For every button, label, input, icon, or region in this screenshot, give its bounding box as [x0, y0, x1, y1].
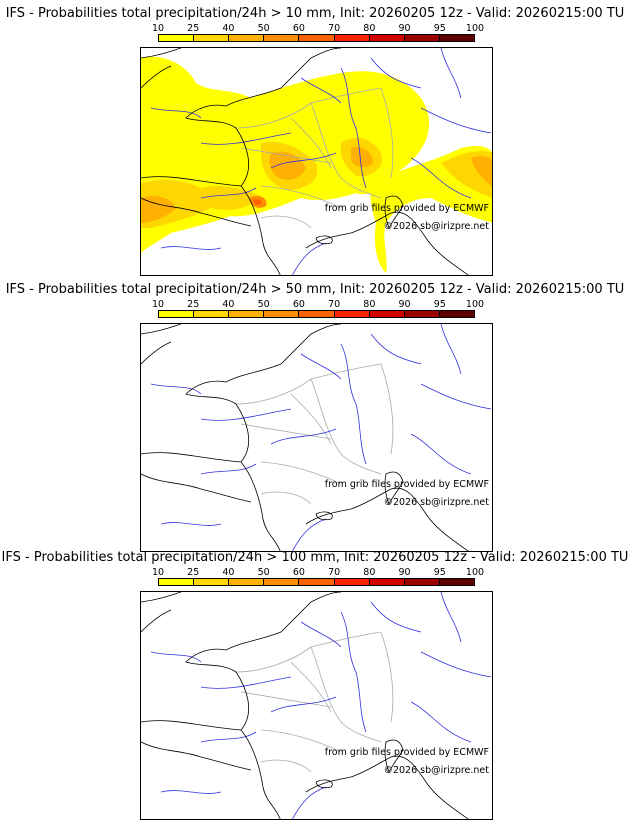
colorbar-segment: [334, 35, 370, 41]
rivers: [150, 592, 492, 819]
colorbar-segment: [404, 35, 440, 41]
coastline: [141, 324, 469, 551]
colorbar-segment: [159, 579, 195, 585]
map-panel-100mm: IFS - Probabilities total precipitation/…: [0, 550, 630, 820]
precipitation-area: [141, 196, 176, 223]
colorbar-segment: [369, 311, 405, 317]
colorbar-tick-label: 50: [257, 23, 270, 34]
precipitation-area: [141, 179, 261, 228]
colorbar-tick-label: 100: [465, 299, 485, 310]
colorbar-segment: [439, 579, 474, 585]
colorbar-tick-label: 95: [433, 23, 446, 34]
colorbar-tick-label: 25: [187, 299, 200, 310]
colorbar-tick-label: 90: [398, 299, 411, 310]
colorbar-tick-label: 70: [328, 299, 341, 310]
precipitation-map[interactable]: [140, 591, 493, 820]
map-canvas: [141, 324, 492, 551]
colorbar-tick-label: 80: [363, 299, 376, 310]
colorbar-tick-label: 95: [433, 567, 446, 578]
colorbar-segment: [159, 311, 195, 317]
colorbar-segment: [369, 579, 405, 585]
colorbar-segment: [229, 35, 265, 41]
colorbar-tick-label: 10: [151, 299, 165, 310]
colorbar-segment: [299, 35, 335, 41]
map-panel-50mm: IFS - Probabilities total precipitation/…: [0, 282, 630, 552]
colorbar-tick-label: 25: [187, 23, 200, 34]
colorbar-segment: [229, 579, 265, 585]
colorbar-tick-label: 60: [292, 23, 305, 34]
coastline-islands: [141, 48, 404, 245]
colorbar-segment: [369, 35, 405, 41]
colorbar-ticks: 10 25 40 50 60 70 80 90 95 100: [152, 567, 484, 578]
colorbar-tick-label: 100: [465, 23, 485, 34]
colorbar-segment: [439, 35, 474, 41]
colorbar-tick-label: 10: [151, 567, 165, 578]
source-credit: from grib files provided by ECMWF: [324, 479, 489, 490]
colorbar-segment: [439, 311, 474, 317]
map-canvas: [141, 592, 492, 819]
colorbar-tick-label: 10: [151, 23, 165, 34]
colorbar-tick-label: 60: [292, 567, 305, 578]
map-canvas: [141, 48, 492, 275]
colorbar-segment: [264, 311, 300, 317]
colorbar-tick-label: 70: [328, 23, 341, 34]
colorbar-tick-label: 50: [257, 299, 270, 310]
colorbar-segment: [299, 311, 335, 317]
colorbar-tick-label: 100: [465, 567, 485, 578]
region-borders: [235, 87, 394, 229]
panel-title: IFS - Probabilities total precipitation/…: [5, 6, 625, 21]
coastline: [141, 48, 469, 275]
rivers: [150, 324, 492, 551]
colorbar-segment: [159, 35, 195, 41]
colorbar-segment: [264, 35, 300, 41]
colorbar-segment: [404, 311, 440, 317]
colorbar: [158, 34, 475, 42]
source-credit: from grib files provided by ECMWF: [324, 747, 489, 758]
precipitation-map[interactable]: [140, 47, 493, 276]
colorbar-tick-label: 80: [363, 23, 376, 34]
colorbar-tick-label: 70: [328, 567, 341, 578]
precipitation-area: [253, 199, 262, 205]
panel-title: IFS - Probabilities total precipitation/…: [5, 282, 625, 297]
colorbar-tick-label: 90: [398, 23, 411, 34]
colorbar-tick-label: 90: [398, 567, 411, 578]
coastline-islands: [141, 324, 404, 521]
colorbar-segment: [404, 579, 440, 585]
colorbar-segment: [334, 311, 370, 317]
colorbar-tick-label: 60: [292, 299, 305, 310]
colorbar-tick-label: 40: [222, 567, 235, 578]
source-credit: from grib files provided by ECMWF: [324, 203, 489, 214]
coastline: [141, 592, 469, 819]
copyright-credit: ©2026 sb@irizpre.net: [383, 221, 489, 232]
precipitation-area: [351, 147, 373, 168]
colorbar-tick-label: 25: [187, 567, 200, 578]
colorbar-tick-label: 50: [257, 567, 270, 578]
colorbar-segment: [264, 579, 300, 585]
colorbar-tick-label: 80: [363, 567, 376, 578]
coastline-islands: [141, 592, 404, 789]
colorbar: [158, 578, 475, 586]
precipitation-map[interactable]: [140, 323, 493, 552]
colorbar-tick-label: 95: [433, 299, 446, 310]
colorbar-tick-label: 40: [222, 299, 235, 310]
colorbar: [158, 310, 475, 318]
map-panel-10mm: IFS - Probabilities total precipitation/…: [0, 6, 630, 276]
colorbar-segment: [194, 311, 230, 317]
colorbar-tick-label: 40: [222, 23, 235, 34]
panel-title: IFS - Probabilities total precipitation/…: [1, 550, 629, 565]
region-borders: [235, 631, 394, 773]
rivers: [150, 48, 492, 275]
colorbar-ticks: 10 25 40 50 60 70 80 90 95 100: [152, 23, 484, 34]
region-borders: [235, 363, 394, 505]
colorbar-ticks: 10 25 40 50 60 70 80 90 95 100: [152, 299, 484, 310]
copyright-credit: ©2026 sb@irizpre.net: [383, 765, 489, 776]
colorbar-segment: [334, 579, 370, 585]
copyright-credit: ©2026 sb@irizpre.net: [383, 497, 489, 508]
precipitation-area: [269, 151, 306, 180]
colorbar-segment: [299, 579, 335, 585]
colorbar-segment: [229, 311, 265, 317]
colorbar-segment: [194, 35, 230, 41]
precipitation-area: [471, 156, 492, 187]
colorbar-segment: [194, 579, 230, 585]
